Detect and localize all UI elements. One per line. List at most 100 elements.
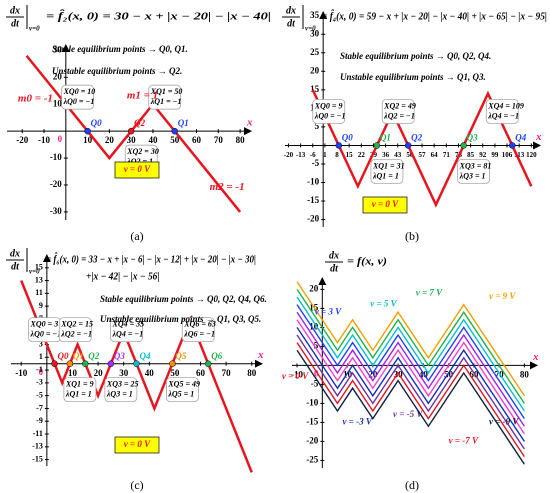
eq-rhs: = f̂₄(x, 0) = 59 − x + |x − 20| − |x − 4…: [322, 9, 547, 22]
y-tick-label: -10: [50, 152, 62, 162]
equilibrium-box: [63, 377, 97, 403]
v-box: [362, 196, 408, 214]
equilibrium-box: [312, 99, 346, 124]
slope-label: m1 = 1: [127, 90, 158, 102]
origin-label: 0: [314, 368, 319, 378]
y-tick-label: -20: [307, 214, 319, 224]
equilibrium-point: [404, 142, 412, 149]
y-tick-label: 5: [314, 340, 319, 350]
equilibrium-label: Q1: [73, 351, 84, 361]
equilibrium-point: [82, 360, 89, 367]
v-label: v = 0 V: [282, 371, 309, 381]
equilibrium-box: [166, 377, 199, 403]
curve-label: v = 3 V: [315, 306, 342, 316]
eq-numerator: dx: [286, 5, 296, 16]
equilibrium-lambda: λQ4 = −1: [112, 330, 144, 339]
panel-label: (b): [405, 229, 419, 243]
unstable-text: Unstable equilibrium points → Q2.: [52, 66, 182, 76]
equilibrium-point: [66, 360, 74, 367]
stable-text: Stable equilibrium points → Q0, Q1.: [52, 44, 188, 54]
equilibrium-label: Q0: [58, 351, 69, 361]
curve: [296, 289, 525, 404]
panel-label: (a): [130, 229, 143, 243]
equilibrium-point: [84, 127, 91, 135]
x-tick-label: 60: [196, 368, 206, 378]
x-tick-label: 70: [222, 368, 232, 378]
y-tick-label: 15: [310, 84, 320, 94]
y-tick-label: 13: [35, 275, 43, 284]
x-tick-label: -10: [38, 135, 50, 145]
y-tick-label: 20: [310, 65, 320, 75]
v-box: [114, 161, 160, 179]
equilibrium-x: XQ2 = 30: [126, 147, 159, 156]
y-tick-label: 5: [315, 121, 320, 131]
curve-label: v = -5 V: [393, 409, 423, 419]
equilibrium-box: [61, 84, 94, 110]
y-tick-label: -10: [306, 397, 318, 407]
x-tick-label: 60: [192, 135, 202, 145]
y-tick-label: 9: [39, 301, 43, 310]
equilibrium-point: [133, 360, 140, 367]
y-tick-label: 10: [309, 321, 319, 331]
x-tick-label: 99: [491, 151, 499, 159]
eq-numerator: dx: [329, 250, 339, 261]
equilibrium-lambda: λQ0 = −1: [314, 111, 346, 120]
v-box: [114, 436, 160, 454]
x-tick-label: 36: [382, 151, 390, 159]
curve-label: v = 7 V: [416, 287, 443, 297]
x-tick-label: 80: [236, 135, 246, 145]
equilibrium-box: [148, 84, 182, 110]
equilibrium-point: [460, 142, 467, 149]
equilibrium-lambda: λQ5 = 1: [167, 390, 194, 399]
y-tick-label: 25: [310, 47, 320, 57]
x-tick-label: 40: [148, 135, 158, 145]
y-tick-label: -30: [50, 206, 62, 216]
y-tick-label: 20: [53, 71, 63, 81]
curve-label: v = -9 V: [489, 416, 519, 426]
equilibrium-label: Q2: [134, 118, 145, 128]
y-tick-label: -20: [50, 179, 62, 189]
x-tick-label: 20: [105, 135, 115, 145]
equilibrium-lambda: λQ6 = −1: [183, 330, 215, 339]
equilibrium-lambda: λQ2 = −1: [383, 111, 415, 120]
equilibrium-x: XQ6 = 63: [183, 320, 216, 329]
x-tick-label: 20: [368, 369, 378, 379]
equilibrium-lambda: λQ0 = −1: [63, 97, 95, 106]
x-tick-label: 50: [444, 369, 454, 379]
y-tick-label: -11: [33, 429, 43, 438]
x-tick-label: 1: [323, 151, 327, 159]
equilibrium-label: Q3: [114, 351, 125, 361]
equilibrium-point: [373, 142, 381, 149]
equilibrium-x: XQ1 = 31: [372, 161, 405, 170]
y-tick-label: -3: [36, 378, 43, 387]
panel-label: (d): [405, 478, 419, 492]
y-tick-label: -15: [306, 416, 318, 426]
curve-label: v = -3 V: [343, 416, 373, 426]
eq-rhs: = f(x, v): [347, 256, 387, 267]
v-box-label: v = 0 V: [372, 199, 399, 209]
equilibrium-x: XQ2 = 15: [60, 320, 93, 329]
equilibrium-label: Q4: [140, 351, 151, 361]
eq-subscript: v=0: [29, 268, 40, 276]
equilibrium-point: [169, 360, 176, 367]
x-tick-label: 57: [419, 151, 427, 159]
x-tick-label: -20: [284, 151, 294, 159]
y-tick-label: -13: [32, 442, 43, 451]
x-tick-label: 10: [83, 135, 93, 145]
origin-label: 0: [39, 367, 44, 377]
equilibrium-label: Q5: [175, 351, 186, 361]
x-tick-label: 50: [170, 135, 180, 145]
x-tick-label: 50: [170, 368, 180, 378]
curve: [296, 304, 525, 419]
equilibrium-x: XQ2 = 49: [383, 101, 416, 110]
curve-label: v = 9 V: [489, 291, 516, 301]
curve-label: v = -7 V: [449, 435, 479, 445]
unstable-text: Unstable equilibrium points → Q1, Q3.: [340, 72, 486, 82]
equilibrium-x: XQ4 = 109: [487, 101, 524, 110]
equilibrium-lambda: λQ3 = 1: [459, 171, 486, 180]
y-tick-label: -5: [36, 390, 43, 399]
y-tick-label: -20: [306, 435, 318, 445]
equilibrium-box: [457, 159, 491, 184]
curve: [296, 281, 525, 397]
